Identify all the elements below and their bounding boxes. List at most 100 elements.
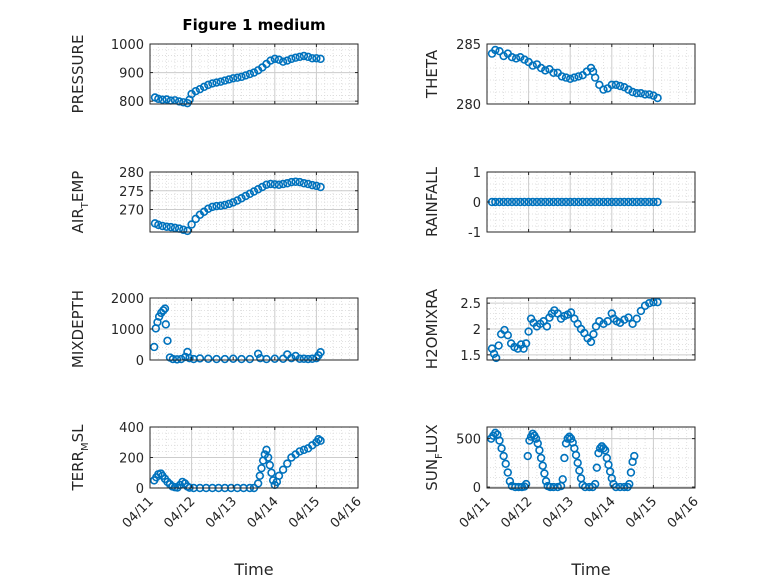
data-point xyxy=(524,327,533,336)
y-axis-label: THETA xyxy=(423,49,441,99)
y-axis-label: H2OMIXRA xyxy=(423,288,441,369)
data-point xyxy=(185,353,194,363)
data-point xyxy=(653,197,662,207)
data-point xyxy=(557,72,567,81)
data-point xyxy=(278,179,288,189)
data-point xyxy=(270,180,279,189)
data-point xyxy=(257,463,266,473)
y-tick-label: 500 xyxy=(456,433,481,448)
data-point xyxy=(561,197,571,207)
data-point xyxy=(592,463,602,472)
data-point xyxy=(303,354,313,364)
data-point xyxy=(245,354,255,364)
data-point xyxy=(626,468,636,477)
y-tick-label: 2 xyxy=(473,323,481,338)
data-point xyxy=(590,197,600,207)
data-point xyxy=(208,202,217,212)
y-tick-label: 280 xyxy=(119,166,144,181)
data-point xyxy=(645,298,654,308)
y-axis-label: MIXDEPTH xyxy=(69,290,87,368)
data-point xyxy=(491,197,500,207)
data-point xyxy=(521,339,531,348)
y-axis-label-main: TERR xyxy=(69,451,87,492)
data-point xyxy=(607,197,616,207)
data-point xyxy=(270,54,279,64)
x-tick-label: 04/11 xyxy=(120,494,157,531)
data-point xyxy=(595,80,604,90)
series-markers xyxy=(150,51,325,108)
data-point xyxy=(531,434,541,443)
data-point xyxy=(295,354,304,363)
x-tick-label: 04/12 xyxy=(498,494,535,531)
data-point xyxy=(299,354,309,363)
y-tick-label: 800 xyxy=(119,95,144,110)
data-point xyxy=(489,349,499,358)
y-axis-label-subscript: M xyxy=(80,442,91,451)
data-point xyxy=(212,201,221,211)
data-point xyxy=(212,78,221,87)
data-point xyxy=(582,197,592,207)
y-axis-label-main: H2OMIXRA xyxy=(423,288,441,369)
data-point xyxy=(220,200,230,210)
data-point xyxy=(595,197,604,207)
series-markers xyxy=(487,297,662,363)
data-point xyxy=(237,72,246,82)
data-point xyxy=(258,182,267,192)
data-point xyxy=(549,68,558,78)
y-tick-label: 275 xyxy=(119,185,144,200)
data-point xyxy=(628,87,637,97)
x-tick-label: 04/13 xyxy=(540,494,577,531)
data-point xyxy=(549,197,558,207)
data-point xyxy=(253,479,263,488)
data-point xyxy=(224,75,234,84)
data-point xyxy=(545,313,554,322)
x-tick-label: 04/16 xyxy=(328,494,365,531)
data-point xyxy=(291,53,300,62)
data-point xyxy=(624,313,633,322)
data-point xyxy=(649,197,658,207)
data-point xyxy=(653,297,662,307)
y-tick-label: 0 xyxy=(473,481,481,496)
y-tick-label: 1.5 xyxy=(460,349,481,364)
data-point xyxy=(565,74,575,84)
x-tick-label: 04/11 xyxy=(457,494,494,531)
subplot-h2omixra: 1.5 2 2.5 H2OMIXRA xyxy=(423,288,696,369)
data-point xyxy=(241,191,250,201)
data-point xyxy=(487,344,497,353)
data-point xyxy=(195,84,205,94)
data-point xyxy=(528,61,537,70)
data-point xyxy=(166,222,176,232)
data-point xyxy=(287,177,296,187)
data-point xyxy=(516,340,526,349)
data-point xyxy=(278,57,288,66)
data-point xyxy=(520,55,529,64)
data-point xyxy=(599,444,608,453)
data-point xyxy=(262,354,271,364)
data-point xyxy=(312,181,321,191)
data-point xyxy=(274,180,284,189)
data-point xyxy=(270,354,279,363)
data-point xyxy=(162,95,171,104)
data-point xyxy=(553,197,562,207)
data-point xyxy=(262,445,271,455)
data-point xyxy=(308,54,317,63)
figure-title: Figure 1 medium xyxy=(182,16,325,34)
data-point xyxy=(295,177,304,187)
data-point xyxy=(645,90,654,99)
data-point xyxy=(174,97,184,106)
data-point xyxy=(265,460,275,470)
data-point xyxy=(316,54,325,64)
x-tick-label: 04/16 xyxy=(665,494,702,531)
data-point xyxy=(571,450,581,460)
data-point xyxy=(511,197,521,207)
data-point xyxy=(299,445,309,455)
y-tick-label: -1 xyxy=(468,226,481,241)
data-point xyxy=(540,469,549,478)
data-point xyxy=(295,447,304,456)
plot-area xyxy=(150,172,358,232)
data-point xyxy=(299,179,309,188)
data-point xyxy=(505,477,515,486)
x-tick-label: 04/15 xyxy=(286,494,323,531)
data-point xyxy=(303,179,313,189)
